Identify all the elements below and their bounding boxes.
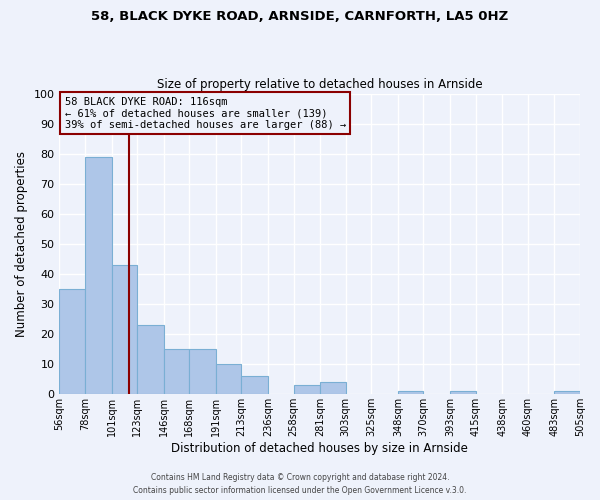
Bar bbox=[398, 392, 424, 394]
Bar bbox=[241, 376, 268, 394]
Bar bbox=[137, 325, 164, 394]
Bar bbox=[450, 392, 476, 394]
Title: Size of property relative to detached houses in Arnside: Size of property relative to detached ho… bbox=[157, 78, 482, 91]
Bar bbox=[189, 349, 216, 395]
Y-axis label: Number of detached properties: Number of detached properties bbox=[15, 151, 28, 337]
Bar bbox=[164, 349, 189, 395]
Bar bbox=[320, 382, 346, 394]
Bar bbox=[112, 265, 137, 394]
Bar bbox=[293, 386, 320, 394]
X-axis label: Distribution of detached houses by size in Arnside: Distribution of detached houses by size … bbox=[171, 442, 468, 455]
Bar bbox=[85, 156, 112, 394]
Bar bbox=[554, 392, 580, 394]
Bar bbox=[216, 364, 241, 394]
Text: 58 BLACK DYKE ROAD: 116sqm
← 61% of detached houses are smaller (139)
39% of sem: 58 BLACK DYKE ROAD: 116sqm ← 61% of deta… bbox=[65, 96, 346, 130]
Text: Contains HM Land Registry data © Crown copyright and database right 2024.
Contai: Contains HM Land Registry data © Crown c… bbox=[133, 474, 467, 495]
Text: 58, BLACK DYKE ROAD, ARNSIDE, CARNFORTH, LA5 0HZ: 58, BLACK DYKE ROAD, ARNSIDE, CARNFORTH,… bbox=[91, 10, 509, 23]
Bar bbox=[59, 289, 85, 395]
